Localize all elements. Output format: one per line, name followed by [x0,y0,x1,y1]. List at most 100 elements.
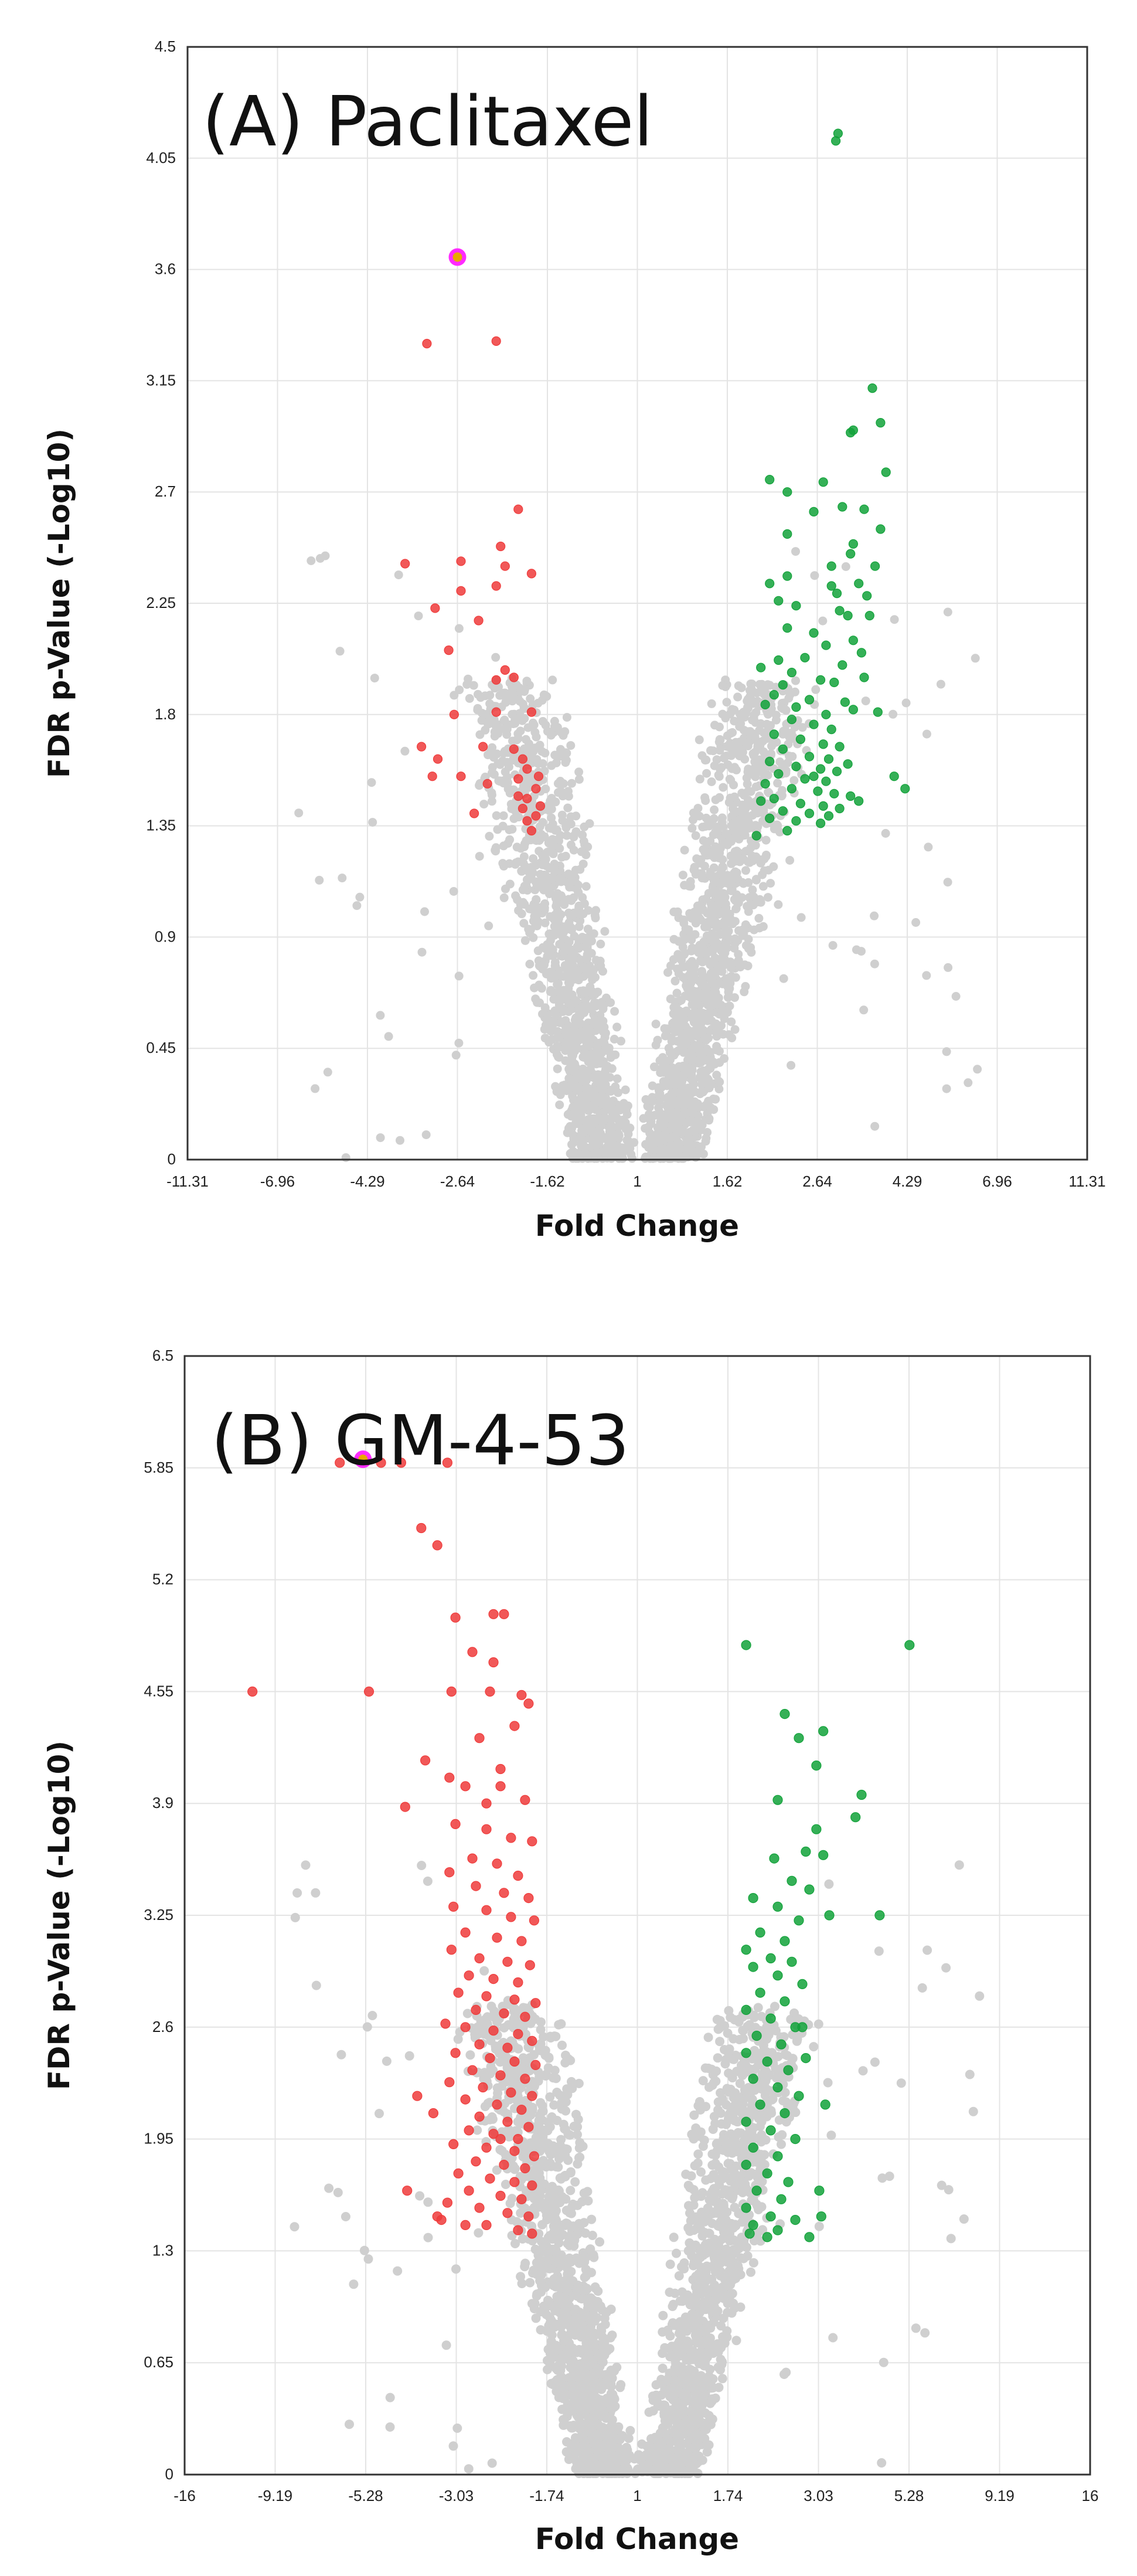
background-gene-point [678,1032,687,1041]
background-gene-point [702,1134,711,1143]
background-gene-point [527,2102,537,2112]
background-gene-point [449,887,458,896]
background-gene-point [421,1130,431,1140]
background-gene-point [699,937,709,946]
up-regulated-gene-point [795,734,806,745]
background-gene-point [757,2011,767,2021]
up-regulated-gene-point [846,791,856,801]
down-regulated-gene-point [491,675,501,685]
background-gene-point [648,1081,657,1090]
background-gene-point [557,1017,566,1027]
background-gene-point [518,2234,527,2244]
background-gene-point [672,988,682,998]
background-gene-point [705,848,714,858]
background-gene-point [370,674,379,683]
background-gene-point [680,845,689,855]
background-gene-point [730,934,740,943]
background-gene-point [736,2128,746,2138]
background-gene-point [706,1048,715,1057]
background-gene-point [584,1041,594,1051]
background-gene-point [748,885,757,895]
background-gene-point [542,970,551,978]
up-regulated-gene-point [826,724,836,735]
background-gene-point [355,892,365,902]
background-gene-point [723,2048,733,2058]
background-gene-point [911,918,921,927]
background-gene-point [550,922,559,931]
down-regulated-gene-point [427,772,437,781]
background-gene-point [577,1126,587,1135]
background-gene-point [484,921,493,930]
background-gene-point [663,968,672,977]
panel-a: (A) Paclitaxel 0 0.45 0.9 1.35 1.8 2.25 … [42,38,1106,1243]
background-gene-point [553,2162,563,2172]
background-gene-point [751,821,760,830]
background-gene-point [636,2463,646,2473]
background-gene-point [540,749,550,758]
background-gene-point [712,1023,721,1032]
background-gene-point [579,837,588,846]
background-gene-point [516,2083,526,2093]
background-gene-point [664,1154,673,1163]
background-gene-point [780,2088,790,2098]
background-gene-point [591,913,600,923]
up-regulated-gene-point [867,383,877,393]
background-gene-point [555,1100,564,1110]
up-regulated-gene-point [760,779,770,789]
background-gene-point [712,917,721,927]
background-gene-point [564,895,573,904]
background-gene-point [870,911,879,920]
background-gene-point [526,694,535,704]
background-gene-point [730,716,739,726]
background-gene-point [414,611,423,621]
background-gene-point [501,723,510,732]
background-gene-point [527,2221,537,2231]
background-gene-point [488,2114,498,2124]
background-gene-point [695,913,704,923]
background-gene-point [610,1007,619,1016]
background-gene-point [595,956,605,966]
background-gene-point [594,1113,603,1123]
background-gene-point [585,819,594,828]
background-gene-point [693,804,703,813]
background-gene-point [678,1125,687,1134]
background-gene-point [565,979,574,988]
background-gene-point [712,2066,721,2076]
background-gene-point [727,1017,736,1027]
background-gene-point [557,2040,567,2050]
background-gene-point [748,2258,758,2268]
up-regulated-gene-point [826,581,836,591]
background-gene-point [552,1050,561,1059]
background-gene-point [706,817,716,826]
background-gene-point [651,2380,661,2390]
background-gene-point [557,810,567,820]
background-gene-point [648,1096,658,1106]
background-gene-point [561,851,570,861]
background-gene-point [708,997,717,1006]
background-gene-point [499,893,509,902]
background-gene-point [583,942,592,951]
highlighted-gene-core [452,252,462,262]
background-gene-point [713,2053,723,2063]
background-gene-point [668,1063,677,1072]
background-gene-point [674,969,683,978]
background-gene-point [566,999,575,1008]
up-regulated-gene-point [829,677,839,688]
background-gene-point [480,2102,490,2112]
background-gene-point [462,680,472,689]
background-gene-point [564,817,574,827]
background-gene-point [307,556,316,565]
background-gene-point [546,730,556,740]
background-gene-point [695,2131,704,2141]
background-gene-point [669,908,679,916]
up-regulated-gene-point [774,596,784,606]
background-gene-point [696,2336,706,2346]
background-gene-point [547,951,556,960]
up-regulated-gene-point [889,772,899,781]
background-gene-point [563,878,572,888]
background-gene-point [493,759,503,768]
background-gene-point [551,825,560,835]
background-gene-point [607,1154,616,1163]
background-gene-point [686,979,695,988]
background-gene-point [881,829,890,838]
